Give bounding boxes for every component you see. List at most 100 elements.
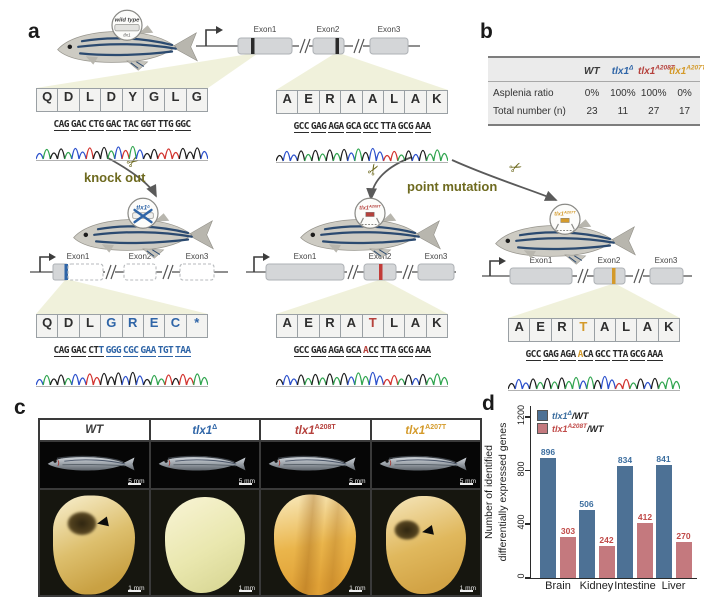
dna-codon: GGC [175,119,191,131]
gene-fork-icon [555,223,575,230]
amino-acid-cell: D [57,314,80,338]
chrom-peak [71,147,80,160]
amino-acid-cell: R [318,314,342,338]
chrom-peak [193,373,202,386]
amino-acid-cell: D [100,88,123,112]
gill-mark [278,459,281,467]
dna-codon: AGA [328,345,344,357]
chrom-peak [514,378,523,390]
bar-value-label: 270 [676,530,691,541]
fish-eye [505,238,511,244]
amino-acid-cell: D [57,88,80,112]
spleen-arrowhead [420,524,434,537]
chrom-peak [114,146,123,160]
tissue-streak [274,494,357,595]
scale-bar: 1 mm [128,585,145,592]
dna-codon: GCC [525,349,541,361]
exon1-label: Exon1 [67,252,90,261]
dna-codon: GAG [310,345,327,357]
fish-photo [379,455,466,471]
category-label: Intestine [614,580,656,592]
chrom-peak [42,148,51,160]
amino-acid-cell: T [572,318,595,342]
dna-base: G [408,121,414,132]
fish-eye [310,232,316,238]
chrom-peak [332,152,342,162]
dna-base: A [420,121,426,132]
dna-base: T [175,345,181,356]
exon2-label: Exon2 [598,256,621,265]
stripe [285,459,347,465]
spleen-photo-cell: 1 mm [150,490,259,595]
chrom-peak [325,373,334,386]
amino-acid-cell: A [508,318,531,342]
chrom-peak [571,376,581,390]
amino-acid-cell: A [361,90,384,114]
table-value-cell: 100% [640,87,667,99]
dna-base: G [63,119,70,130]
chrom-peak [418,373,428,386]
chrom-peak [128,371,137,386]
pectoral-fin [101,244,114,253]
dna-base: G [145,119,152,130]
dna-base: G [333,345,339,356]
spleen-tissue [53,495,136,595]
stripe [395,459,457,465]
scale-label: 5 mm [459,477,476,485]
dna-base: A [185,345,191,356]
chrom-peak [185,377,195,386]
fish-eye [274,459,278,463]
a208t-site-mark [379,264,383,280]
dorsal-fin [381,213,397,222]
amino-acid-cell: G [100,314,123,338]
dna-base: A [425,121,431,132]
chrom-peak [49,152,59,160]
chrom-peak [178,373,188,386]
dna-base: A [58,345,65,356]
chrom-peak [433,149,442,162]
scale-label: 5 mm [128,477,145,485]
category-label: Liver [661,580,686,592]
dna-codon: GCC [293,121,309,133]
chromatogram [36,371,208,387]
dna-base: T [617,349,624,360]
chrom-peak [339,372,349,386]
body-stripe [93,231,193,238]
chrom-peak [375,375,385,386]
chrom-peak [296,150,306,162]
scale-label: 1 mm [349,584,366,592]
badge-gene-label: tlx1 [123,33,131,38]
dna-base: A [328,121,334,132]
chrom-peak [56,148,66,160]
dna-codon: CTG [88,119,104,131]
dna-base: T [123,119,129,130]
bar-tlx1--wt [617,466,633,578]
chrom-peak [289,154,299,162]
exon1-label: Exon1 [530,256,553,265]
chrom-peak [276,378,284,386]
chrom-peak [354,148,363,162]
dna-base: C [402,121,409,132]
chrom-peak [164,374,173,386]
spleen-arrowhead [96,516,110,529]
dorsal-fin [154,213,170,222]
dna-codon: AGA [328,121,344,133]
knockout-fish-illustration: tlx1Δ [68,196,218,273]
scale-bar: 1 mm [238,585,255,592]
chrom-peak [64,151,73,160]
dna-base: C [582,349,589,360]
chrom-peak [92,150,102,160]
chrom-peak [361,151,370,162]
zebrafish-illustration: tlx1A208T [300,197,441,259]
spleen-photo-cell: 1 mm [40,490,149,595]
bar-value-label: 841 [656,454,671,465]
dna-base: G [345,121,352,132]
amino-acid-cell: A [593,318,616,342]
scale-bar: 5 mm [128,477,145,485]
chrom-peak [404,150,413,162]
dna-base: A [76,119,82,130]
mutation-flag-icon [365,212,375,217]
fish-photo-cell: 5 mm [40,442,149,488]
chrom-peak [150,374,159,386]
